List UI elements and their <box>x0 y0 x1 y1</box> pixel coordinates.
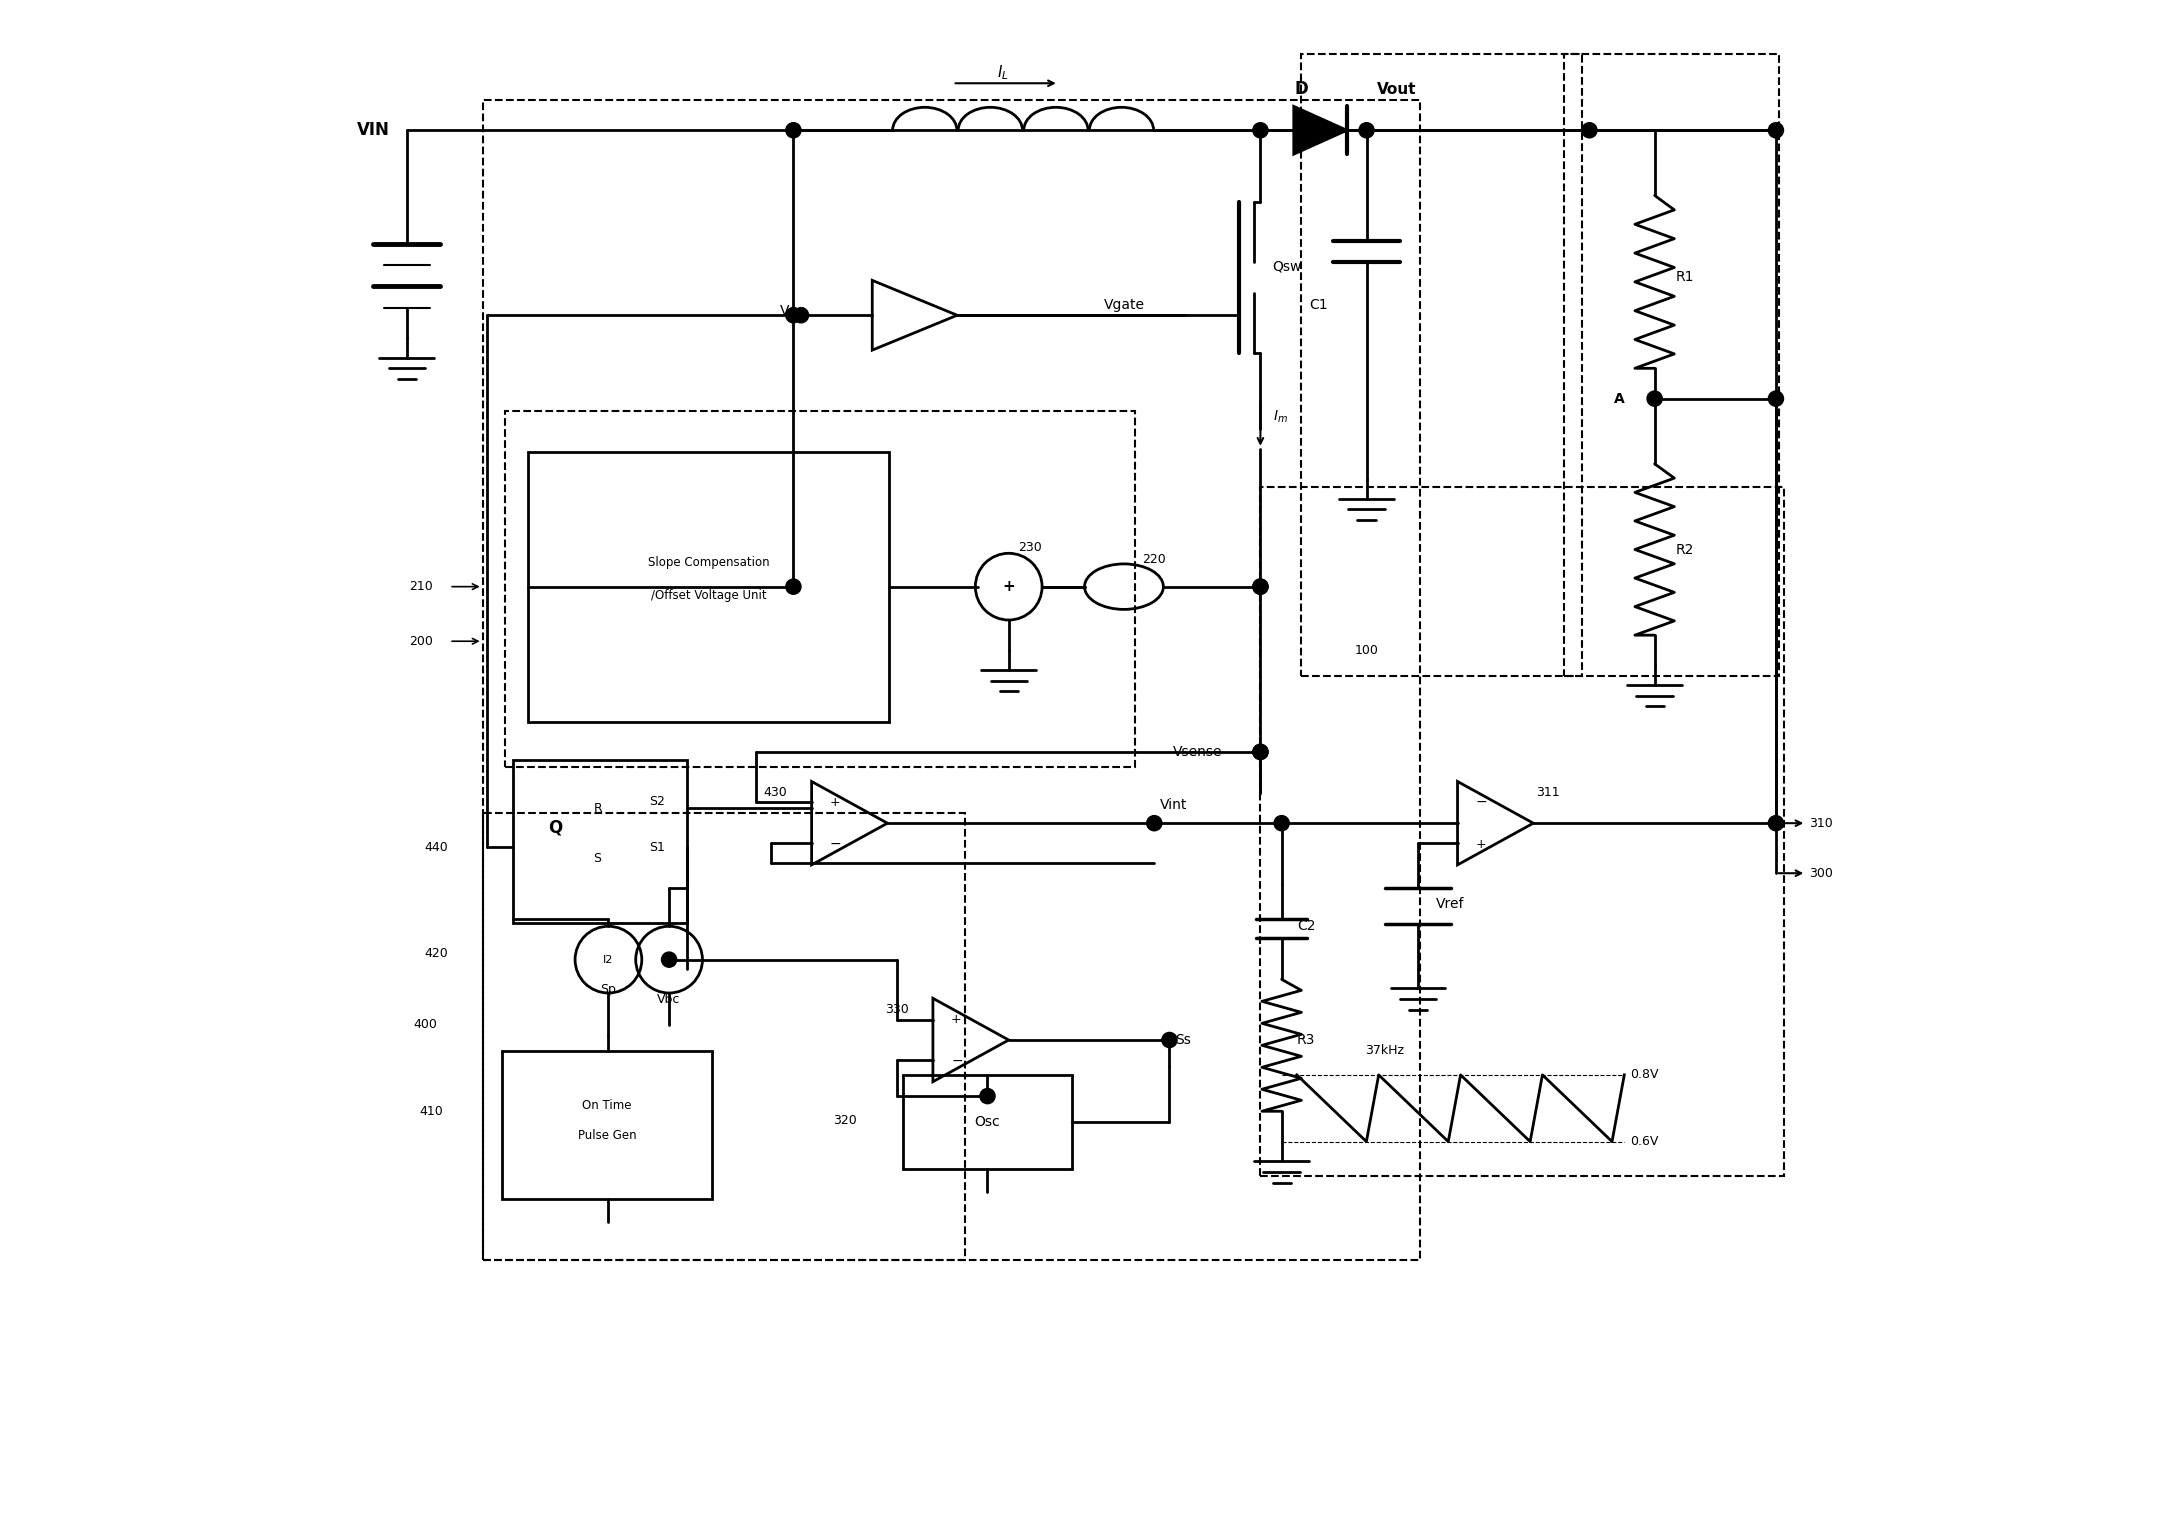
Text: 320: 320 <box>833 1113 857 1127</box>
Text: R2: R2 <box>1676 544 1694 557</box>
Polygon shape <box>1293 106 1348 153</box>
Text: Pulse Gen: Pulse Gen <box>578 1129 636 1142</box>
Circle shape <box>1146 816 1162 831</box>
Text: S: S <box>593 852 601 864</box>
Text: −: − <box>831 837 841 851</box>
Circle shape <box>1769 816 1784 831</box>
Circle shape <box>1252 744 1268 760</box>
Circle shape <box>1252 579 1268 594</box>
Text: S1: S1 <box>649 842 666 854</box>
Circle shape <box>1162 1033 1177 1048</box>
Text: −: − <box>952 1054 963 1068</box>
Circle shape <box>1274 816 1289 831</box>
Circle shape <box>980 1089 995 1104</box>
Text: Vbc: Vbc <box>658 992 681 1006</box>
Text: 0.8V: 0.8V <box>1631 1068 1659 1082</box>
Circle shape <box>785 308 800 324</box>
Text: Vsense: Vsense <box>1172 746 1222 760</box>
Circle shape <box>1252 579 1268 594</box>
Text: Vint: Vint <box>1159 797 1187 813</box>
Text: I1: I1 <box>664 954 675 965</box>
Text: $I_m$: $I_m$ <box>1272 409 1287 425</box>
Text: Qsw: Qsw <box>1272 260 1302 273</box>
Text: 37kHz: 37kHz <box>1365 1044 1404 1057</box>
Text: Vref: Vref <box>1436 896 1464 910</box>
Text: +: + <box>952 1013 963 1025</box>
Circle shape <box>1769 123 1784 138</box>
Text: Ss: Ss <box>1175 1033 1192 1047</box>
Text: 440: 440 <box>424 842 448 854</box>
Text: C2: C2 <box>1298 919 1315 933</box>
Text: Slope Compensation: Slope Compensation <box>647 556 770 570</box>
Circle shape <box>1646 390 1661 406</box>
Text: 0.6V: 0.6V <box>1631 1135 1659 1148</box>
Text: VIN: VIN <box>357 122 389 140</box>
Text: On Time: On Time <box>582 1098 632 1112</box>
Text: 200: 200 <box>409 635 433 647</box>
Text: I2: I2 <box>603 954 614 965</box>
Text: Q: Q <box>547 819 562 837</box>
Circle shape <box>1358 123 1374 138</box>
Circle shape <box>1581 123 1596 138</box>
Text: Vgc: Vgc <box>779 304 805 317</box>
Text: R: R <box>593 802 601 814</box>
Text: R1: R1 <box>1676 270 1694 284</box>
Text: S2: S2 <box>649 796 666 808</box>
Text: 210: 210 <box>409 580 433 592</box>
Text: Sp: Sp <box>601 983 616 996</box>
Text: 410: 410 <box>420 1104 443 1118</box>
Text: +: + <box>1001 579 1014 594</box>
Text: /Offset Voltage Unit: /Offset Voltage Unit <box>651 589 766 602</box>
Text: 430: 430 <box>764 787 787 799</box>
Text: 100: 100 <box>1354 644 1378 656</box>
Circle shape <box>1252 744 1268 760</box>
Text: D: D <box>1293 81 1309 99</box>
Circle shape <box>1769 390 1784 406</box>
Text: $I_L$: $I_L$ <box>997 64 1008 82</box>
Text: Osc: Osc <box>976 1115 999 1129</box>
Text: 310: 310 <box>1808 817 1832 829</box>
Text: A: A <box>1614 392 1624 406</box>
Circle shape <box>785 123 800 138</box>
Text: 230: 230 <box>1019 541 1043 554</box>
Circle shape <box>794 308 809 324</box>
Text: 300: 300 <box>1808 867 1834 880</box>
Text: C1: C1 <box>1309 298 1328 311</box>
Text: 311: 311 <box>1536 787 1560 799</box>
Text: +: + <box>1475 837 1486 851</box>
Text: 420: 420 <box>424 946 448 960</box>
Circle shape <box>785 579 800 594</box>
Text: Vgate: Vgate <box>1103 298 1144 311</box>
Text: 220: 220 <box>1142 553 1166 567</box>
Text: −: − <box>1475 796 1488 810</box>
Circle shape <box>1252 123 1268 138</box>
Text: 330: 330 <box>885 1003 908 1016</box>
Text: 400: 400 <box>413 1018 437 1031</box>
Text: R3: R3 <box>1298 1033 1315 1047</box>
Text: Vout: Vout <box>1378 82 1417 97</box>
Text: +: + <box>831 796 841 808</box>
Circle shape <box>662 952 677 968</box>
